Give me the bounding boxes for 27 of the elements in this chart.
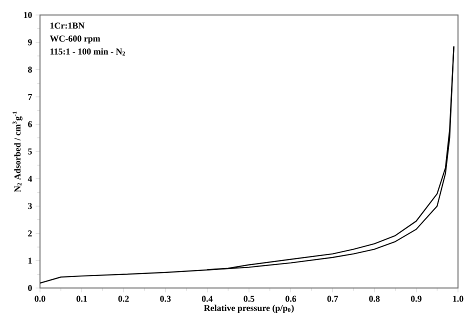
y-tick-label: 2 xyxy=(28,230,32,236)
y-tick-label: 7 xyxy=(28,94,32,100)
x-tick-label: 0.9 xyxy=(410,296,422,302)
y-tick-label: 5 xyxy=(28,148,32,154)
annotation: 115:1 - 100 min - N$_{2}$ xyxy=(50,48,125,56)
x-tick-label: 0.0 xyxy=(34,296,46,302)
x-tick-label: 0.1 xyxy=(76,296,87,302)
x-tick-label: 1.0 xyxy=(453,296,464,302)
y-tick-label: 6 xyxy=(28,121,32,128)
y-tick-label: 0 xyxy=(28,284,32,292)
y-tick-label: 8 xyxy=(28,66,32,73)
y-tick-label: 3 xyxy=(28,203,32,210)
x-tick-label: 0.7 xyxy=(327,296,338,302)
x-tick-label: 0.3 xyxy=(160,296,171,302)
y-axis-title: N$_{2}$ Adsorbed / cm$^{3}$g$^{-1}$ xyxy=(12,112,22,192)
x-tick-label: 0.5 xyxy=(244,296,254,302)
y-tick-label: 10 xyxy=(24,12,32,18)
annotation: 1Cr:1BN xyxy=(50,22,85,29)
x-axis-title: Relative pressure (p/p$_{0}$) xyxy=(204,304,294,313)
y-tick-label: 9 xyxy=(28,39,32,46)
x-tick-label: 0.4 xyxy=(202,296,213,302)
x-tick-label: 0.6 xyxy=(286,296,296,302)
y-tick-label: 4 xyxy=(28,176,32,182)
annotation: WC-600 rpm xyxy=(50,36,100,44)
y-tick-label: 1 xyxy=(28,258,32,264)
x-tick-label: 0.2 xyxy=(118,296,129,302)
x-tick-label: 0.8 xyxy=(369,296,380,302)
